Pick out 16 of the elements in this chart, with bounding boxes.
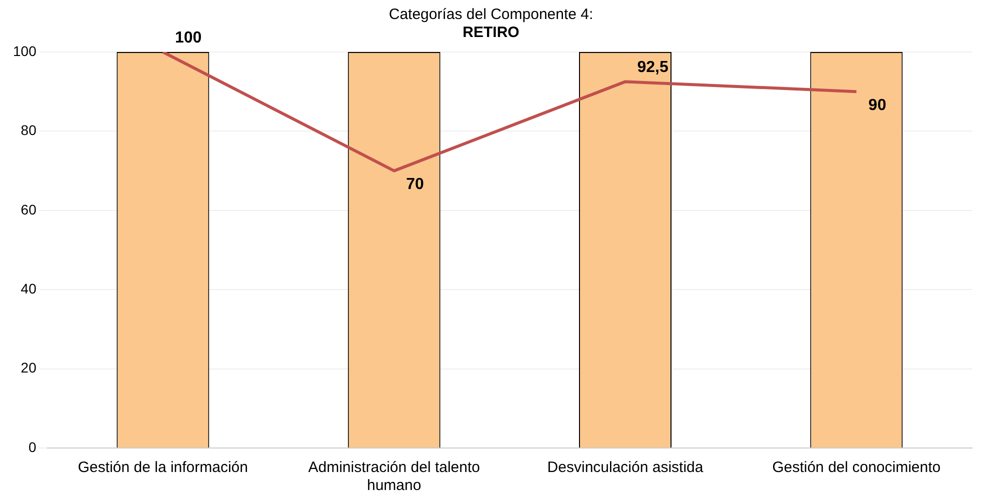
x-tick-label: Desvinculación asistida xyxy=(547,459,704,476)
data-label: 90 xyxy=(868,97,886,114)
y-tick-label: 80 xyxy=(20,122,37,138)
chart-subtitle: RETIRO xyxy=(462,24,520,42)
y-tick-label: 0 xyxy=(28,438,37,455)
x-tick-label: Gestión de la información xyxy=(78,459,248,476)
y-tick-label: 60 xyxy=(20,201,37,218)
y-tick-label: 100 xyxy=(13,42,37,59)
data-label: 92,5 xyxy=(637,59,668,76)
x-tick-label: Administración del talento humano xyxy=(308,459,480,494)
y-tick-label: 20 xyxy=(20,360,37,376)
y-tick-label: 40 xyxy=(20,280,37,296)
data-label: 70 xyxy=(406,176,424,194)
data-label: 100 xyxy=(174,29,202,46)
x-tick-label: Gestión del conocimiento xyxy=(772,459,941,476)
chart-title: Categorías del Componente 4: xyxy=(388,6,594,24)
